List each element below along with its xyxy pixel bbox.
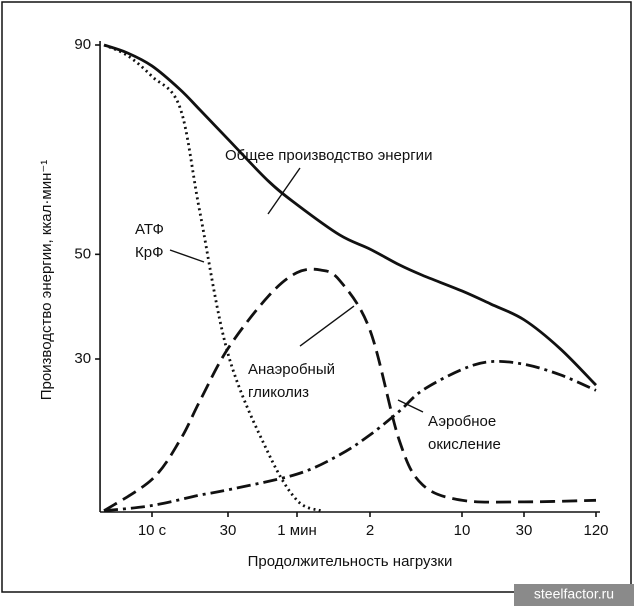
- annotation: Анаэробный: [248, 361, 335, 378]
- watermark-box: [514, 584, 634, 606]
- frame: [1, 1, 632, 593]
- annotation: гликолиз: [248, 384, 309, 401]
- x-tick-label: 10 с: [138, 522, 167, 539]
- x-tick-label: 30: [220, 522, 237, 539]
- x-tick-label: 120: [583, 522, 608, 539]
- y-tick-label: 90: [74, 36, 91, 53]
- x-axis-label: Продолжительность нагрузки: [248, 553, 453, 570]
- x-tick-label: 30: [516, 522, 533, 539]
- leader-line: [299, 305, 355, 347]
- leader-line: [267, 167, 301, 215]
- y-tick-label: 50: [74, 245, 91, 262]
- line-dotted: [103, 43, 322, 513]
- annotation: Общее производство энергии: [225, 147, 432, 164]
- x-tick-label: 1 мин: [277, 522, 317, 539]
- annotation: Аэробное: [428, 413, 496, 430]
- annotation: АТФ: [135, 221, 164, 238]
- annotation: окисление: [428, 436, 501, 453]
- leader-line: [169, 249, 205, 263]
- leader-line: [397, 399, 424, 413]
- y-axis-label: Производство энергии, ккал·мин⁻¹: [38, 160, 55, 401]
- y-tick-label: 30: [74, 350, 91, 367]
- line-solid: [103, 43, 597, 387]
- annotation: КрФ: [135, 244, 163, 261]
- line-dashdot: [103, 359, 597, 513]
- watermark: steelfactor.ru: [534, 586, 614, 602]
- x-tick-label: 10: [454, 522, 471, 539]
- x-tick-label: 2: [366, 522, 374, 539]
- line-dashed: [103, 267, 597, 512]
